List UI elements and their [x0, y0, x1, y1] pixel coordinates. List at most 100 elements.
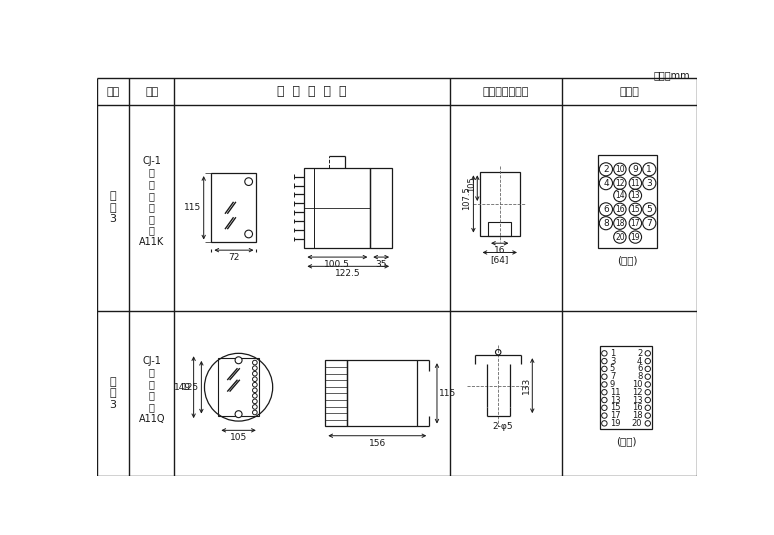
Bar [347, 360, 417, 426]
Circle shape [601, 398, 607, 403]
Text: 133: 133 [522, 377, 531, 394]
Text: 10: 10 [632, 380, 642, 389]
Circle shape [601, 366, 607, 372]
Text: 10: 10 [615, 165, 625, 174]
Text: 附
图
3: 附 图 3 [110, 191, 117, 224]
Bar [480, 172, 520, 235]
Bar [313, 168, 370, 248]
Text: 16: 16 [615, 205, 625, 214]
Circle shape [601, 421, 607, 426]
Text: 外  形  尺  寸  图: 外 形 尺 寸 图 [277, 85, 347, 98]
Text: 19: 19 [610, 419, 620, 428]
Text: CJ-1
板
前
接
线
A11Q: CJ-1 板 前 接 线 A11Q [139, 356, 165, 424]
Bar [211, 173, 256, 242]
Circle shape [629, 177, 642, 189]
Text: 1: 1 [646, 165, 652, 174]
Text: 2: 2 [637, 349, 642, 358]
Text: 14: 14 [615, 191, 625, 200]
Text: 12: 12 [632, 388, 642, 397]
Text: 105: 105 [467, 177, 477, 192]
Circle shape [252, 388, 257, 393]
Text: 6: 6 [603, 205, 609, 214]
Circle shape [252, 377, 257, 381]
Text: 15: 15 [631, 205, 640, 214]
Circle shape [252, 399, 257, 404]
Circle shape [642, 163, 656, 176]
Circle shape [245, 178, 252, 186]
Circle shape [629, 217, 642, 230]
Bar [598, 156, 657, 248]
Text: 15: 15 [610, 403, 620, 412]
Text: 149: 149 [174, 383, 191, 392]
Circle shape [614, 189, 626, 202]
Text: 12: 12 [615, 179, 625, 188]
Circle shape [599, 203, 612, 216]
Text: 72: 72 [228, 253, 240, 262]
Circle shape [642, 203, 656, 216]
Text: 13: 13 [632, 395, 642, 404]
Circle shape [629, 203, 642, 216]
Text: 16: 16 [494, 246, 505, 255]
Text: 4: 4 [603, 179, 608, 188]
Text: 156: 156 [368, 439, 386, 448]
Circle shape [614, 231, 626, 243]
Circle shape [629, 189, 642, 202]
Circle shape [252, 360, 257, 365]
Circle shape [645, 413, 650, 418]
Text: 105: 105 [230, 433, 247, 442]
Text: 18: 18 [632, 411, 642, 420]
Text: (背视): (背视) [618, 256, 638, 265]
Circle shape [629, 163, 642, 175]
Bar [304, 168, 370, 248]
Bar [218, 358, 259, 416]
Circle shape [645, 366, 650, 372]
Text: 3: 3 [646, 179, 652, 188]
Circle shape [252, 366, 257, 370]
Circle shape [599, 177, 612, 190]
Circle shape [645, 421, 650, 426]
Circle shape [252, 404, 257, 409]
Text: 11: 11 [610, 388, 620, 397]
Text: 单位：mm: 单位：mm [654, 71, 690, 80]
Text: 8: 8 [603, 219, 609, 228]
Circle shape [601, 389, 607, 395]
Text: 安装开孔尺寸图: 安装开孔尺寸图 [483, 87, 529, 96]
Text: 附
图
3: 附 图 3 [110, 377, 117, 410]
Text: 7: 7 [646, 219, 652, 228]
Text: 2: 2 [603, 165, 608, 174]
Circle shape [645, 358, 650, 364]
Text: 图号: 图号 [106, 87, 120, 96]
Circle shape [642, 177, 656, 190]
Circle shape [645, 405, 650, 410]
Text: 122.5: 122.5 [335, 270, 361, 278]
Text: (前视): (前视) [616, 437, 636, 447]
Circle shape [599, 217, 612, 230]
Bar [488, 221, 512, 235]
Text: [64]: [64] [491, 256, 509, 264]
Text: 17: 17 [610, 411, 621, 420]
Text: 3: 3 [610, 357, 615, 365]
Text: 9: 9 [610, 380, 615, 389]
Text: 107.5: 107.5 [462, 186, 471, 210]
Circle shape [235, 357, 242, 364]
Text: 7: 7 [610, 372, 615, 381]
Bar [600, 346, 652, 429]
Text: 20: 20 [632, 419, 642, 428]
Text: 8: 8 [637, 372, 642, 381]
Text: 13: 13 [631, 191, 640, 200]
Circle shape [495, 349, 501, 355]
Text: 115: 115 [440, 389, 457, 398]
Circle shape [614, 203, 626, 216]
Circle shape [629, 231, 642, 243]
Circle shape [645, 374, 650, 379]
Circle shape [252, 394, 257, 398]
Text: 6: 6 [637, 364, 642, 373]
Circle shape [599, 163, 612, 176]
Circle shape [252, 410, 257, 415]
Bar [370, 168, 392, 248]
Text: 4: 4 [637, 357, 642, 365]
Circle shape [601, 358, 607, 364]
Circle shape [601, 405, 607, 410]
Circle shape [601, 374, 607, 379]
Circle shape [614, 163, 626, 175]
